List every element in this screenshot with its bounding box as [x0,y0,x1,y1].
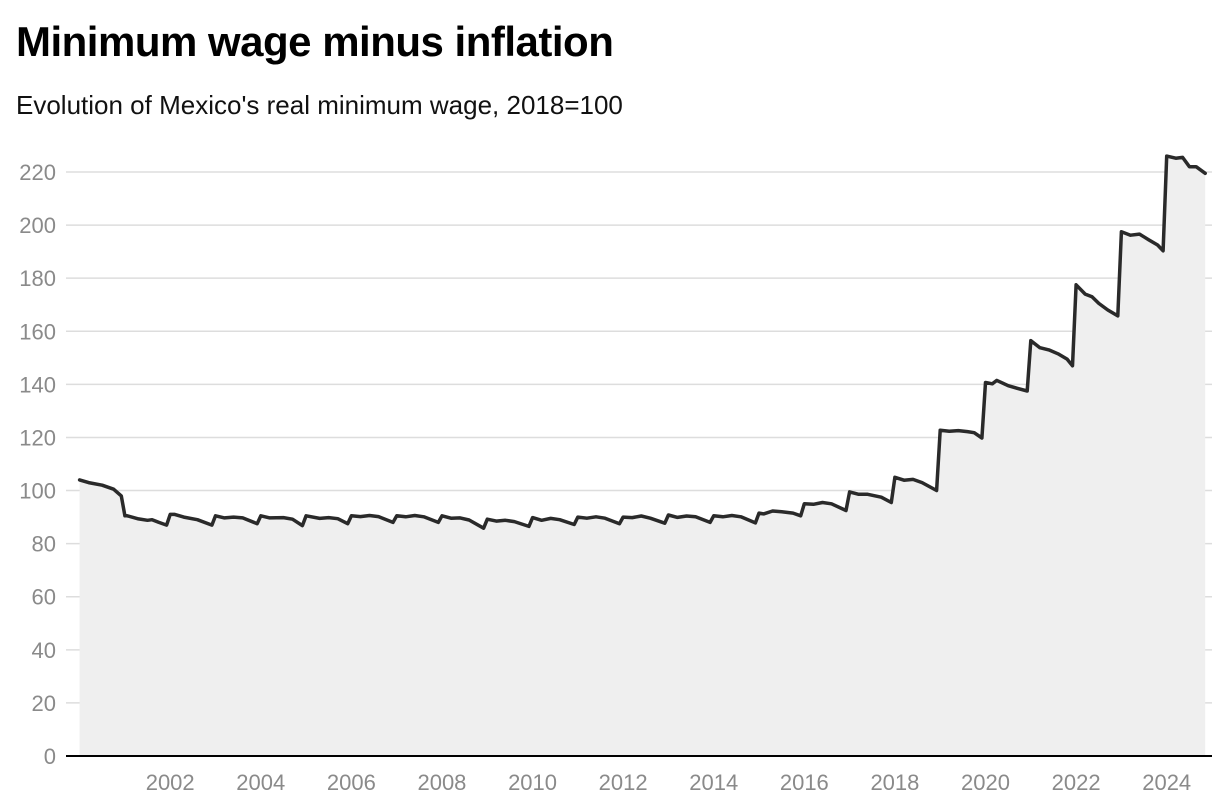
y-tick-label: 80 [32,532,56,557]
y-tick-label: 140 [19,372,56,397]
series-line [77,154,1207,530]
y-tick-label: 160 [19,319,56,344]
x-tick-label: 2002 [146,770,195,795]
x-tick-label: 2012 [599,770,648,795]
x-tick-label: 2010 [508,770,557,795]
x-tick-label: 2008 [417,770,466,795]
y-tick-label: 40 [32,638,56,663]
x-tick-label: 2024 [1142,770,1191,795]
y-tick-label: 100 [19,479,56,504]
x-tick-label: 2006 [327,770,376,795]
series-line-layer [77,154,1207,530]
y-tick-label: 20 [32,691,56,716]
series-area [79,156,1206,757]
x-tick-label: 2004 [236,770,285,795]
x-tick-label: 2018 [870,770,919,795]
y-tick-label: 200 [19,213,56,238]
x-tick-label: 2016 [780,770,829,795]
y-tick-label: 0 [44,744,56,769]
y-tick-label: 220 [19,160,56,185]
y-tick-label: 180 [19,266,56,291]
chart-subtitle: Evolution of Mexico's real minimum wage,… [16,90,623,120]
chart-title: Minimum wage minus inflation [16,18,614,65]
x-tick-label: 2014 [689,770,738,795]
y-axis-tick-labels: 0 20 40 60 80 100 120 140 160 180 200 220 [19,160,56,769]
area-fill-layer [79,156,1206,757]
x-tick-label: 2020 [961,770,1010,795]
x-tick-label: 2022 [1052,770,1101,795]
x-axis-tick-labels: 2002 2004 2006 2008 2010 2012 2014 2016 2018 2020… [146,770,1191,795]
y-tick-label: 120 [19,425,56,450]
y-tick-label: 60 [32,585,56,610]
